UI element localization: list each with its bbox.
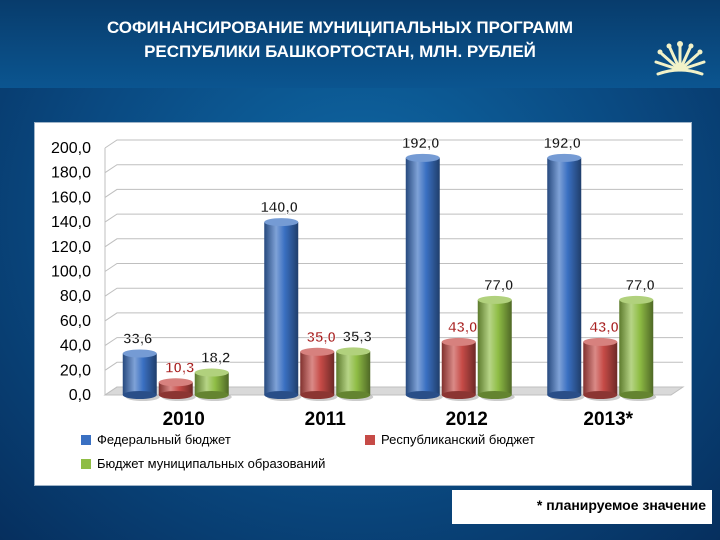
bar-base (547, 391, 582, 399)
data-label: 77,0 (484, 277, 513, 294)
y-tick-label: 0,0 (69, 387, 91, 404)
bar-top (194, 368, 229, 377)
data-label: 77,0 (626, 277, 655, 294)
sunburst-emblem-icon (654, 41, 706, 76)
bar-Федеральный бюджет-2013* (547, 157, 582, 395)
legend-swatch (81, 459, 91, 469)
data-label: 140,0 (260, 199, 298, 216)
y-tick-label: 160,0 (51, 189, 91, 206)
data-label: 18,2 (201, 350, 230, 367)
bar-Республиканский бюджет-2013* (583, 341, 618, 395)
y-tick-label: 180,0 (51, 165, 91, 182)
data-label: 43,0 (590, 319, 619, 336)
bar-top (477, 295, 512, 304)
bar-Бюджет муниципальных образований-2013* (619, 299, 654, 395)
bar-Бюджет муниципальных образований-2010 (194, 372, 229, 395)
bar-base (158, 391, 193, 399)
data-label: 33,6 (123, 331, 152, 348)
data-label: 35,3 (343, 328, 372, 345)
bar-top (405, 153, 440, 162)
legend-label: Бюджет муниципальных образований (97, 456, 325, 471)
x-category-label: 2011 (305, 409, 347, 430)
bar-base (194, 391, 229, 399)
y-tick-label: 120,0 (51, 239, 91, 256)
legend-swatch (365, 435, 375, 445)
legend-label: Федеральный бюджет (97, 432, 231, 447)
footnote-background (452, 490, 712, 524)
bar-base (122, 391, 157, 399)
bar-top (441, 337, 476, 346)
bar-top (300, 347, 335, 356)
title-line-1: СОФИНАНСИРОВАНИЕ МУНИЦИПАЛЬНЫХ ПРОГРАММ (106, 18, 574, 37)
y-tick-label: 100,0 (51, 264, 91, 281)
legend-label: Республиканский бюджет (381, 432, 535, 447)
bar-base (441, 391, 476, 399)
page-title: СОФИНАНСИРОВАНИЕ МУНИЦИПАЛЬНЫХ ПРОГРАММ … (40, 16, 640, 64)
bar-base (300, 391, 335, 399)
bar-base (583, 391, 618, 399)
y-tick-label: 80,0 (60, 288, 91, 305)
bar-top (264, 218, 299, 227)
y-tick-label: 60,0 (60, 313, 91, 330)
bar-base (619, 391, 654, 399)
chart-panel: 0,0 20,0 40,0 60,0 80,0 100,0 120,0 140,0 160,0 1… (34, 122, 692, 486)
y-gridline (104, 287, 683, 297)
footnote: * планируемое значение (536, 497, 706, 513)
bar-top (619, 295, 654, 304)
y-gridline (104, 164, 683, 174)
bar-top (547, 153, 582, 162)
bar-top (583, 337, 618, 346)
bar-Федеральный бюджет-2012 (405, 157, 440, 395)
y-tick-label: 20,0 (60, 362, 91, 379)
y-gridline (104, 213, 683, 223)
y-tick-label: 40,0 (60, 338, 91, 355)
bar-Республиканский бюджет-2011 (300, 351, 335, 395)
data-label: 43,0 (448, 319, 477, 336)
bar-base (405, 391, 440, 399)
y-gridline (104, 139, 683, 149)
title-line-2: РЕСПУБЛИКИ БАШКОРТОСТАН, МЛН. РУБЛЕЙ (144, 42, 536, 61)
bar-base (477, 391, 512, 399)
bar-top (336, 347, 371, 356)
bar-Бюджет муниципальных образований-2012 (477, 299, 512, 395)
plot-back-wall (105, 140, 683, 395)
bar-Республиканский бюджет-2012 (441, 341, 476, 395)
bar-base (336, 391, 371, 399)
bar-base (264, 391, 299, 399)
bar-Федеральный бюджет-2010 (122, 353, 157, 395)
bar-top (122, 349, 157, 358)
y-tick-label: 140,0 (51, 214, 91, 231)
bar-chart: 0,0 20,0 40,0 60,0 80,0 100,0 120,0 140,0 160,0 1… (51, 135, 685, 471)
data-label: 192,0 (543, 135, 581, 152)
x-category-label: 2012 (446, 409, 488, 430)
legend-swatch (81, 435, 91, 445)
x-category-label: 2013* (583, 409, 633, 430)
bar-Федеральный бюджет-2011 (264, 222, 299, 395)
y-gridline (104, 238, 683, 248)
y-gridline (104, 188, 683, 198)
data-label: 192,0 (402, 135, 440, 152)
x-category-label: 2010 (163, 409, 205, 430)
y-gridline (104, 263, 683, 272)
bar-top (158, 378, 193, 387)
data-label: 10,3 (165, 359, 194, 376)
bar-Бюджет муниципальных образований-2011 (336, 351, 371, 395)
y-tick-label: 200,0 (51, 140, 91, 157)
header-band (0, 0, 720, 88)
data-label: 35,0 (307, 329, 336, 346)
